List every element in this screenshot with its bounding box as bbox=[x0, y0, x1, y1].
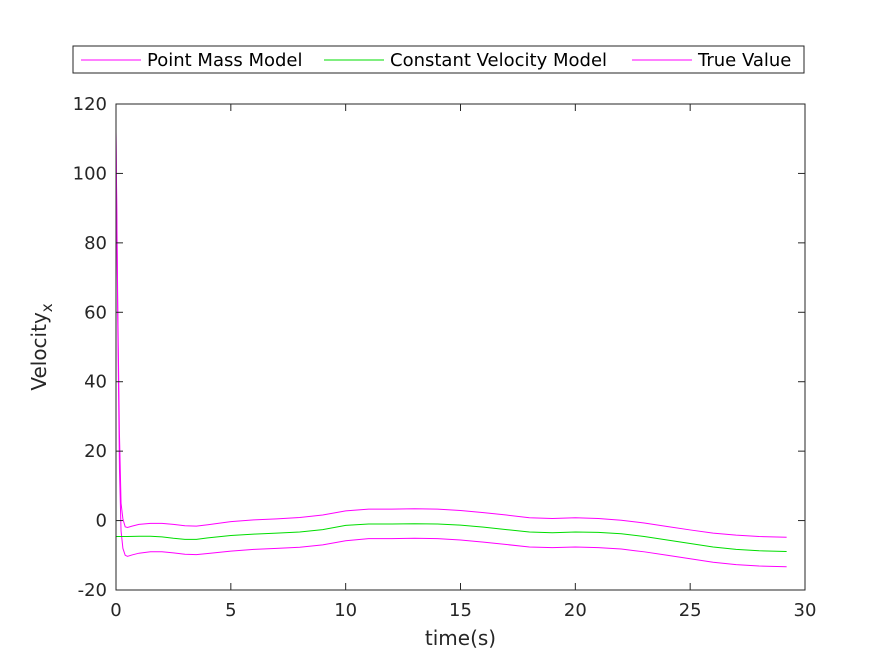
y-tick-label: -20 bbox=[78, 580, 107, 601]
y-axis-label-main: Velocity bbox=[27, 312, 51, 391]
series-line-0 bbox=[115, 131, 787, 568]
y-tick-label: 40 bbox=[84, 372, 107, 393]
series-line-2 bbox=[115, 131, 787, 538]
y-tick-label: 120 bbox=[73, 94, 107, 115]
x-tick-label: 5 bbox=[225, 600, 236, 621]
x-tick-label: 15 bbox=[449, 600, 472, 621]
x-tick-label: 20 bbox=[564, 600, 587, 621]
y-axis-ticks: -20 0 20 40 60 80 100 120 bbox=[73, 94, 805, 601]
x-axis-label: time(s) bbox=[425, 626, 496, 650]
legend-label-point-mass: Point Mass Model bbox=[147, 50, 303, 71]
legend-label-constant-velocity: Constant Velocity Model bbox=[390, 50, 607, 71]
y-tick-label: 20 bbox=[84, 441, 107, 462]
legend: Point Mass Model Constant Velocity Model… bbox=[72, 45, 805, 74]
y-tick-label: 0 bbox=[96, 511, 107, 532]
y-tick-label: 60 bbox=[84, 302, 107, 323]
y-axis-label: Velocityx bbox=[27, 303, 56, 390]
x-tick-label: 30 bbox=[794, 600, 817, 621]
plot-lines bbox=[115, 131, 787, 568]
x-axis-ticks: 0 5 10 15 20 25 30 bbox=[110, 104, 816, 621]
y-tick-label: 80 bbox=[84, 233, 107, 254]
plot-area bbox=[116, 104, 805, 590]
y-tick-label: 100 bbox=[73, 163, 107, 184]
legend-label-true-value: True Value bbox=[697, 50, 791, 71]
series-line-1 bbox=[116, 523, 787, 552]
x-tick-label: 0 bbox=[110, 600, 121, 621]
x-tick-label: 10 bbox=[334, 600, 357, 621]
x-tick-label: 25 bbox=[679, 600, 702, 621]
y-axis-label-subscript: x bbox=[38, 303, 56, 312]
